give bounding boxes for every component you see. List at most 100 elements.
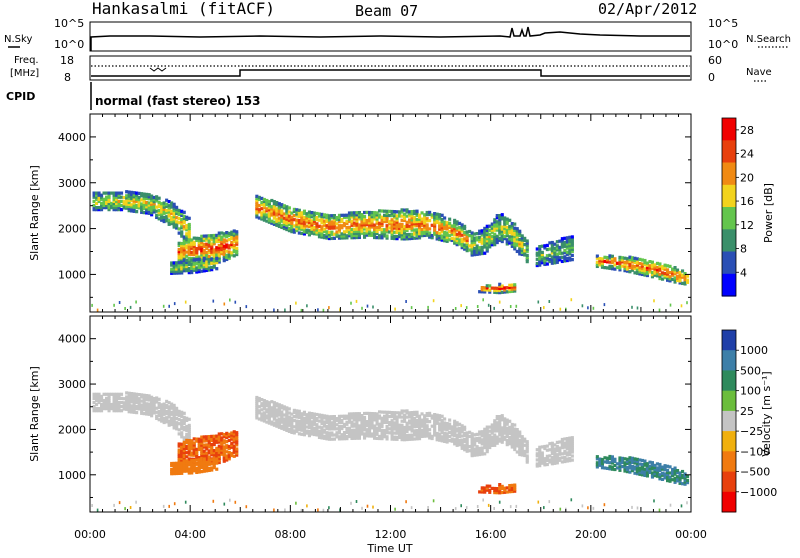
range-cell — [272, 423, 276, 427]
range-cell — [645, 472, 649, 476]
range-cell — [405, 411, 409, 415]
range-cell — [558, 258, 562, 262]
range-cell — [127, 207, 131, 211]
range-cell — [553, 248, 557, 253]
range-cell — [520, 242, 524, 246]
range-cell — [463, 437, 467, 442]
range-cell — [428, 219, 432, 223]
colorbar-frame — [721, 117, 737, 297]
range-cell — [432, 499, 435, 503]
range-cell — [307, 225, 311, 229]
range-cell — [150, 412, 154, 416]
range-cell — [235, 242, 239, 246]
range-cell — [285, 211, 289, 215]
range-cell — [600, 459, 604, 464]
range-cell — [230, 435, 234, 439]
range-cell — [403, 432, 407, 436]
range-cell — [225, 239, 229, 243]
velocity-heatmap — [91, 391, 690, 512]
range-cell — [190, 471, 194, 475]
range-cell — [413, 429, 417, 433]
range-cell — [495, 441, 499, 445]
range-cell — [290, 428, 294, 433]
range-cell — [400, 233, 404, 237]
range-cell — [222, 238, 226, 242]
colorbar-tick-label: 8 — [740, 243, 747, 256]
range-cell — [347, 219, 351, 223]
range-cell — [192, 451, 196, 455]
range-cell — [177, 263, 181, 267]
range-cell — [345, 414, 349, 418]
range-cell — [205, 257, 209, 261]
range-cell — [568, 235, 572, 239]
range-cell — [398, 431, 402, 435]
range-cell — [297, 223, 301, 227]
range-cell — [608, 454, 612, 459]
range-cell — [493, 288, 497, 292]
range-cell — [120, 405, 124, 409]
range-cell — [385, 420, 389, 425]
range-cell — [633, 471, 637, 475]
range-cell — [320, 413, 324, 418]
range-cell — [428, 428, 432, 432]
range-cell — [220, 239, 224, 243]
range-cell — [493, 437, 497, 441]
range-cell — [390, 224, 394, 228]
range-cell — [543, 256, 547, 260]
range-cell — [202, 251, 206, 255]
range-cell — [513, 489, 517, 493]
range-cell — [287, 214, 291, 218]
range-cell — [232, 436, 236, 440]
range-cell — [658, 467, 662, 471]
range-cell — [500, 229, 504, 233]
range-cell — [483, 286, 487, 290]
range-cell — [320, 233, 324, 237]
range-cell — [162, 203, 166, 207]
range-cell — [190, 262, 194, 266]
range-cell — [398, 411, 402, 415]
range-cell — [488, 425, 492, 429]
range-cell — [215, 457, 219, 461]
range-cell — [648, 270, 652, 274]
range-cell — [327, 218, 331, 222]
range-cell — [272, 413, 276, 417]
range-cell — [560, 241, 564, 245]
range-cell — [368, 432, 372, 436]
range-cell — [315, 211, 319, 216]
range-cell — [538, 464, 542, 468]
range-cell — [581, 504, 584, 508]
range-cell — [277, 411, 281, 415]
range-cell — [423, 231, 427, 236]
range-cell — [352, 229, 356, 234]
range-cell — [508, 431, 512, 436]
range-cell — [563, 257, 567, 261]
range-cell — [403, 212, 407, 216]
range-cell — [340, 232, 344, 236]
range-cell — [520, 445, 524, 449]
range-cell — [352, 424, 356, 428]
range-cell — [135, 193, 139, 197]
range-cell — [390, 212, 394, 216]
range-cell — [190, 467, 194, 471]
range-cell — [185, 467, 189, 471]
range-cell — [167, 218, 171, 222]
range-cell — [295, 413, 299, 417]
range-cell — [666, 470, 670, 475]
range-cell — [423, 233, 427, 238]
range-cell — [510, 485, 514, 490]
range-cell — [510, 435, 514, 439]
range-cell — [147, 406, 151, 410]
range-cell — [515, 237, 519, 241]
range-cell — [525, 249, 529, 253]
range-cell — [155, 199, 159, 203]
range-cell — [260, 412, 264, 416]
range-cell — [666, 464, 670, 468]
range-cell — [145, 201, 149, 205]
range-cell — [440, 224, 444, 228]
range-cell — [342, 221, 346, 226]
range-cell — [520, 449, 524, 453]
range-cell — [290, 215, 294, 219]
range-cell — [681, 273, 685, 277]
range-cell — [395, 214, 399, 218]
range-cell — [658, 469, 662, 473]
